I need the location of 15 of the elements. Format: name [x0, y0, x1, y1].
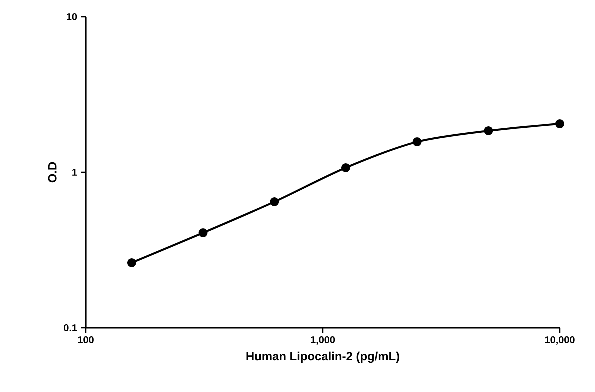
y-axis-title: O.D: [48, 162, 57, 183]
x-tick-label: 1,000: [311, 336, 336, 346]
x-axis-title: Human Lipocalin-2 (pg/mL): [246, 352, 400, 364]
point: [556, 120, 564, 129]
y-tick-label: 0.1: [64, 324, 78, 332]
y-tick-label: 1: [72, 169, 78, 176]
y-tick-label: 10: [67, 13, 78, 21]
point: [412, 138, 422, 147]
x-tick-label: 10,000: [545, 336, 575, 346]
point: [127, 258, 136, 268]
point: [270, 198, 280, 206]
point: [341, 163, 350, 172]
point: [484, 126, 494, 136]
x-tick-label: 100: [78, 336, 94, 344]
point: [198, 228, 208, 238]
